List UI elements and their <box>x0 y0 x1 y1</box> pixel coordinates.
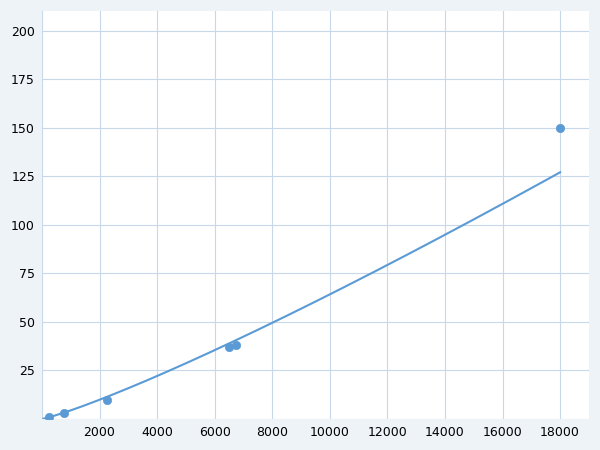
Point <box>102 396 112 403</box>
Point <box>556 124 565 131</box>
Point <box>59 410 68 417</box>
Point <box>232 342 241 349</box>
Point <box>224 343 234 351</box>
Point <box>44 414 54 421</box>
